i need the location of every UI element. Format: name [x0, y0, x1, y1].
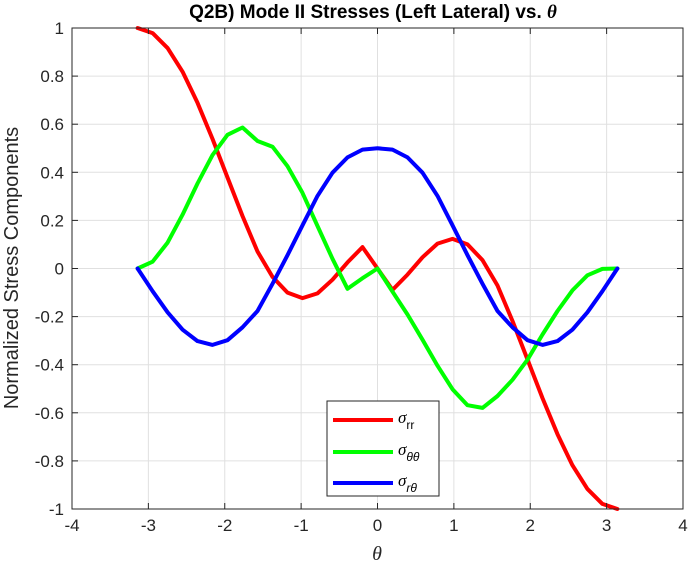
y-tick-label: 0.2	[40, 211, 64, 230]
x-tick-label: 0	[373, 516, 382, 535]
legend-label-rr: σrr	[398, 408, 414, 432]
x-axis-title: θ	[372, 543, 382, 565]
x-tick-label: -4	[64, 516, 79, 535]
legend-label-rθ: σrθ	[398, 471, 417, 495]
y-tick-label: 1	[55, 19, 64, 38]
y-tick-label: -0.8	[35, 452, 64, 471]
x-tick-label: -3	[141, 516, 156, 535]
y-tick-label: -0.2	[35, 308, 64, 327]
chart-title: Q2B) Mode II Stresses (Left Lateral) vs.…	[189, 2, 557, 23]
chart-title-text: Q2B) Mode II Stresses (Left Lateral) vs.	[189, 2, 542, 23]
y-tick-label: -0.6	[35, 404, 64, 423]
legend-label-θθ: σθθ	[398, 440, 420, 464]
x-tick-label: 3	[602, 516, 611, 535]
y-axis-title: Normalized Stress Components	[1, 127, 23, 409]
data-series	[135, 26, 620, 511]
y-tick-label: 0	[55, 260, 64, 279]
y-tick-label: 0.4	[40, 163, 64, 182]
legend: σrr σθθ σrθ	[326, 400, 440, 497]
tick-labels: -4 -3 -2 -1 0 1 2 3 4 -1 -0.8 -0.6 -0.4 -0.2 0 0.2 0.4 0.…	[35, 19, 688, 535]
y-tick-label: -1	[49, 500, 64, 519]
y-tick-label: 0.6	[40, 115, 64, 134]
x-tick-label: 2	[526, 516, 535, 535]
axis-ticks	[71, 27, 684, 510]
x-tick-label: 1	[449, 516, 458, 535]
legend-box	[326, 400, 440, 497]
chart-title-symbol: θ	[547, 2, 557, 23]
y-tick-label: 0.8	[40, 67, 64, 86]
x-tick-label: 4	[678, 516, 687, 535]
series-line-rθ	[135, 146, 620, 347]
y-tick-label: -0.4	[35, 356, 64, 375]
x-tick-label: -2	[217, 516, 232, 535]
x-tick-label: -1	[294, 516, 309, 535]
